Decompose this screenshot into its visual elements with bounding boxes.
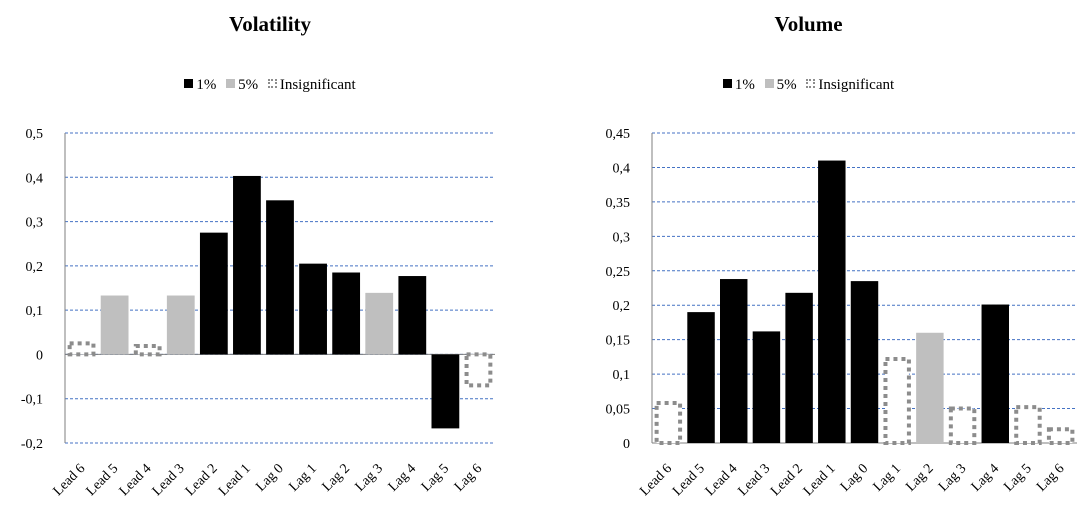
bar — [1046, 427, 1075, 446]
y-tick-label: 0 — [36, 348, 43, 363]
x-tick-label: Lag 1 — [871, 461, 904, 494]
x-tick-label: Lead 3 — [735, 461, 773, 499]
x-tick-label: Lead 6 — [637, 461, 675, 499]
legend-swatch-dotted — [806, 79, 816, 88]
bar — [981, 304, 1009, 443]
bar — [464, 352, 493, 388]
x-tick-label: Lag 3 — [936, 461, 969, 494]
x-tick-label: Lag 2 — [903, 461, 936, 494]
bar — [818, 160, 846, 444]
legend-label: 5% — [776, 77, 797, 93]
x-tick-label: Lag 6 — [452, 461, 485, 494]
y-tick-label: -0,2 — [21, 437, 43, 452]
bar — [100, 295, 129, 355]
bar — [365, 292, 394, 355]
bar — [720, 279, 748, 443]
bar — [67, 341, 96, 357]
y-tick-label: -0,1 — [21, 393, 43, 408]
legend-item-5pct: 5% — [764, 77, 797, 94]
legend-label: 5% — [238, 77, 259, 93]
y-tick-label: 0,1 — [26, 304, 44, 319]
legend-label: Insignificant — [279, 77, 356, 93]
bar — [850, 281, 879, 443]
bar — [785, 292, 813, 443]
x-tick-label: Lead 5 — [84, 461, 122, 499]
x-tick-label: Lead 1 — [216, 461, 254, 499]
bar — [299, 263, 327, 355]
y-tick-label: 0,2 — [26, 260, 44, 275]
chart-title: Volatility — [228, 12, 312, 36]
bar — [332, 272, 361, 355]
chart-legend: 1% 5% Insignificant — [540, 77, 1077, 94]
y-tick-label: 0,3 — [26, 216, 44, 231]
y-tick-label: 0,15 — [606, 334, 631, 349]
y-tick-label: 0,25 — [606, 265, 631, 280]
volume-chart: Volume 1% 5% Insignificant 0 0,05 0,1 0,15 0… — [540, 0, 1077, 518]
bar — [233, 175, 261, 355]
bar — [752, 331, 781, 443]
legend-swatch-dotted — [267, 79, 277, 88]
bar — [687, 312, 715, 443]
legend-swatch-black — [184, 79, 194, 88]
y-tick-label: 0 — [623, 437, 630, 452]
legend-item-insignificant: Insignificant — [267, 77, 356, 94]
bar — [431, 354, 460, 429]
y-tick-label: 0,35 — [606, 196, 631, 211]
legend-label: 1% — [734, 77, 755, 93]
legend-label: Insignificant — [818, 77, 895, 93]
bar — [883, 356, 911, 446]
x-tick-label: Lag 5 — [1001, 461, 1034, 494]
bar — [199, 232, 228, 355]
bar — [398, 276, 427, 355]
chart-title: Volume — [774, 12, 843, 36]
bar — [266, 200, 294, 355]
x-tick-label: Lag 4 — [969, 461, 1002, 494]
x-tick-label: Lead 6 — [51, 461, 89, 499]
y-tick-label: 0,1 — [613, 368, 631, 383]
x-tick-label: Lag 4 — [386, 461, 419, 494]
bar — [166, 295, 195, 355]
y-tick-label: 0,3 — [613, 230, 631, 245]
bar — [654, 401, 683, 445]
bar — [948, 406, 977, 445]
legend-item-insignificant: Insignificant — [806, 77, 894, 94]
x-tick-label: Lag 1 — [286, 461, 319, 494]
x-tick-label: Lag 3 — [353, 461, 386, 494]
x-tick-label: Lead 3 — [150, 461, 188, 499]
x-tick-label: Lag 5 — [419, 461, 452, 494]
x-tick-label: Lag 0 — [253, 461, 286, 494]
y-tick-label: 0,45 — [606, 127, 631, 142]
x-tick-label: Lead 2 — [183, 461, 221, 499]
y-tick-label: 0,4 — [26, 171, 44, 186]
x-tick-label: Lead 4 — [703, 461, 741, 499]
x-tick-label: Lag 6 — [1034, 461, 1067, 494]
legend-item-5pct: 5% — [226, 77, 258, 94]
bar — [133, 344, 162, 357]
legend-item-1pct: 1% — [184, 77, 216, 94]
legend-swatch-gray — [764, 79, 774, 88]
legend-item-1pct: 1% — [722, 77, 755, 94]
x-tick-label: Lead 1 — [801, 461, 839, 499]
legend-swatch-gray — [226, 79, 236, 88]
legend-swatch-black — [722, 79, 732, 88]
legend-label: 1% — [196, 77, 217, 93]
x-tick-label: Lead 5 — [670, 461, 708, 499]
x-tick-label: Lag 0 — [838, 461, 871, 494]
chart-legend: 1% 5% Insignificant — [0, 77, 540, 94]
y-tick-label: 0,4 — [613, 161, 631, 176]
y-tick-label: 0,05 — [606, 403, 631, 418]
x-tick-label: Lead 2 — [768, 461, 806, 499]
x-tick-label: Lead 4 — [117, 461, 155, 499]
y-tick-label: 0,2 — [613, 299, 631, 314]
y-tick-label: 0,5 — [26, 127, 44, 142]
volatility-chart: Volatility 1% 5% Insignificant -0,2 -0,1 0… — [0, 12, 540, 499]
x-tick-label: Lag 2 — [320, 461, 353, 494]
bar — [1014, 405, 1042, 445]
bar — [916, 332, 944, 443]
